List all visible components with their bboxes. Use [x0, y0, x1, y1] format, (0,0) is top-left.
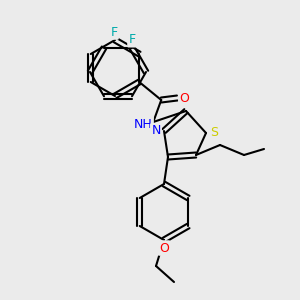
Text: N: N [151, 124, 161, 137]
Text: F: F [128, 33, 136, 46]
Text: F: F [110, 26, 118, 38]
Text: O: O [159, 242, 169, 254]
Text: S: S [210, 127, 218, 140]
Text: NH: NH [134, 118, 153, 130]
Text: O: O [179, 92, 189, 104]
